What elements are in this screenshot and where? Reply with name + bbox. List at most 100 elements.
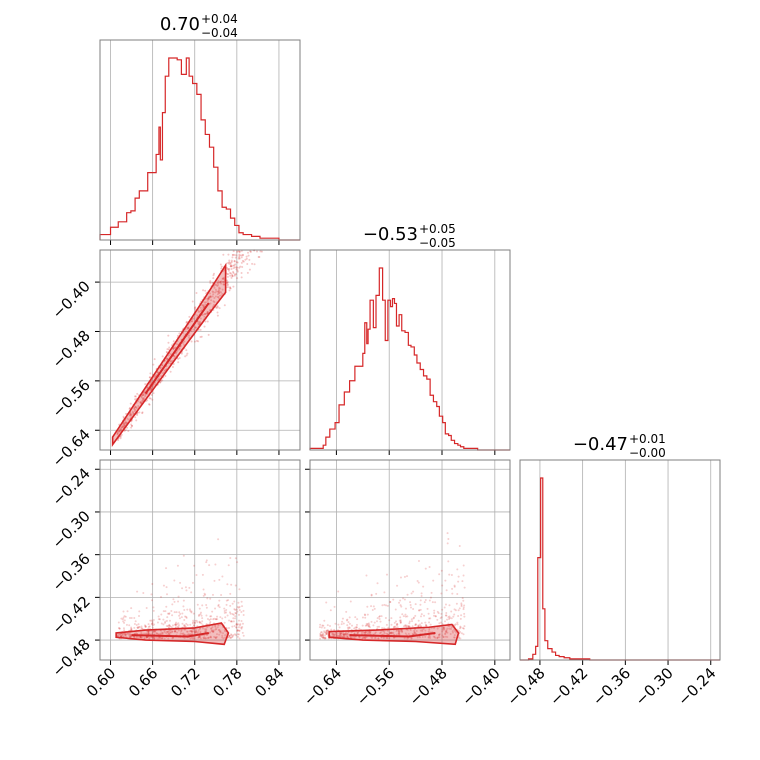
scatter-point <box>231 613 234 616</box>
scatter-point <box>181 622 184 625</box>
scatter-point <box>191 622 194 625</box>
scatter-point <box>138 411 141 414</box>
scatter-point <box>199 621 202 624</box>
scatter-point <box>356 632 359 635</box>
scatter-point <box>234 584 237 587</box>
scatter-point <box>457 580 460 583</box>
scatter-point <box>440 569 443 572</box>
scatter-point <box>167 632 170 635</box>
scatter-point <box>223 607 226 610</box>
scatter-point <box>446 636 449 639</box>
scatter-point <box>199 306 202 309</box>
scatter-point <box>117 633 120 636</box>
contour-outer <box>115 622 230 646</box>
scatter-point <box>405 624 408 627</box>
scatter-point <box>145 636 148 639</box>
scatter-point <box>222 253 225 256</box>
scatter-point <box>139 636 142 639</box>
scatter-point <box>340 632 343 635</box>
scatter-point <box>230 260 233 263</box>
scatter-point <box>190 591 193 594</box>
scatter-point <box>238 256 241 259</box>
scatter-point <box>413 631 416 634</box>
scatter-point <box>136 590 139 593</box>
scatter-point <box>227 599 230 602</box>
scatter-point <box>219 263 222 266</box>
scatter-point <box>319 633 322 636</box>
scatter-point <box>231 273 234 276</box>
scatter-point <box>333 605 336 608</box>
scatter-point <box>370 605 373 608</box>
scatter-point <box>182 633 185 636</box>
scatter-point <box>152 618 155 621</box>
scatter-point <box>345 631 348 634</box>
scatter-point <box>140 627 143 630</box>
scatter-point <box>362 636 365 639</box>
scatter-point <box>203 313 206 316</box>
scatter-point <box>212 274 215 277</box>
scatter-point <box>398 619 401 622</box>
axes-frame <box>309 249 511 451</box>
scatter-point <box>420 613 423 616</box>
scatter-point <box>218 307 221 310</box>
scatter-point <box>137 405 140 408</box>
scatter-point <box>198 613 201 616</box>
scatter-point <box>417 624 420 627</box>
scatter-point <box>130 426 133 429</box>
scatter-point <box>173 354 176 357</box>
scatter-point <box>441 628 444 631</box>
scatter-point <box>166 612 169 615</box>
title-panel-3-3: −0.47 <box>573 434 628 455</box>
scatter-point <box>231 275 234 278</box>
scatter-point <box>235 623 238 626</box>
scatter-point <box>196 314 199 317</box>
scatter-point <box>218 630 221 633</box>
scatter-point <box>216 306 219 309</box>
scatter-point <box>152 637 155 640</box>
scatter-point <box>199 317 202 320</box>
scatter-point <box>209 280 212 283</box>
scatter-point <box>240 600 243 603</box>
scatter-point <box>213 297 216 300</box>
scatter-point <box>207 636 210 639</box>
scatter-point <box>368 632 371 635</box>
scatter-point <box>223 609 226 612</box>
scatter-point <box>216 290 219 293</box>
scatter-point <box>322 636 325 639</box>
scatter-point <box>413 628 416 631</box>
scatter-point <box>456 593 459 596</box>
scatter-point <box>460 602 463 605</box>
scatter-point <box>174 346 177 349</box>
scatter-point <box>171 637 174 640</box>
scatter-point <box>173 630 176 633</box>
scatter-point <box>445 630 448 633</box>
scatter-point <box>209 281 212 284</box>
scatter-point <box>389 632 392 635</box>
scatter-point <box>440 616 443 619</box>
scatter-point <box>177 624 180 627</box>
scatter-point <box>123 429 126 432</box>
scatter-point <box>321 624 324 627</box>
scatter-point <box>232 285 235 288</box>
scatter-point <box>164 610 167 613</box>
scatter-point <box>186 630 189 633</box>
scatter-point <box>178 614 181 617</box>
scatter-point <box>133 616 136 619</box>
scatter-point <box>203 325 206 328</box>
scatter-point <box>240 626 243 629</box>
y-tick-label: −0.42 <box>49 592 94 637</box>
scatter-point <box>116 634 119 637</box>
scatter-point <box>134 395 137 398</box>
scatter-point <box>432 635 435 638</box>
scatter-point <box>152 609 155 612</box>
scatter-point <box>210 636 213 639</box>
scatter-point <box>216 295 219 298</box>
scatter-point <box>151 398 154 401</box>
scatter-point <box>410 636 413 639</box>
scatter-point <box>344 633 347 636</box>
scatter-point <box>238 253 241 256</box>
scatter-point <box>227 273 230 276</box>
scatter-point <box>428 621 431 624</box>
scatter-point <box>319 623 322 626</box>
scatter-point <box>187 327 190 330</box>
